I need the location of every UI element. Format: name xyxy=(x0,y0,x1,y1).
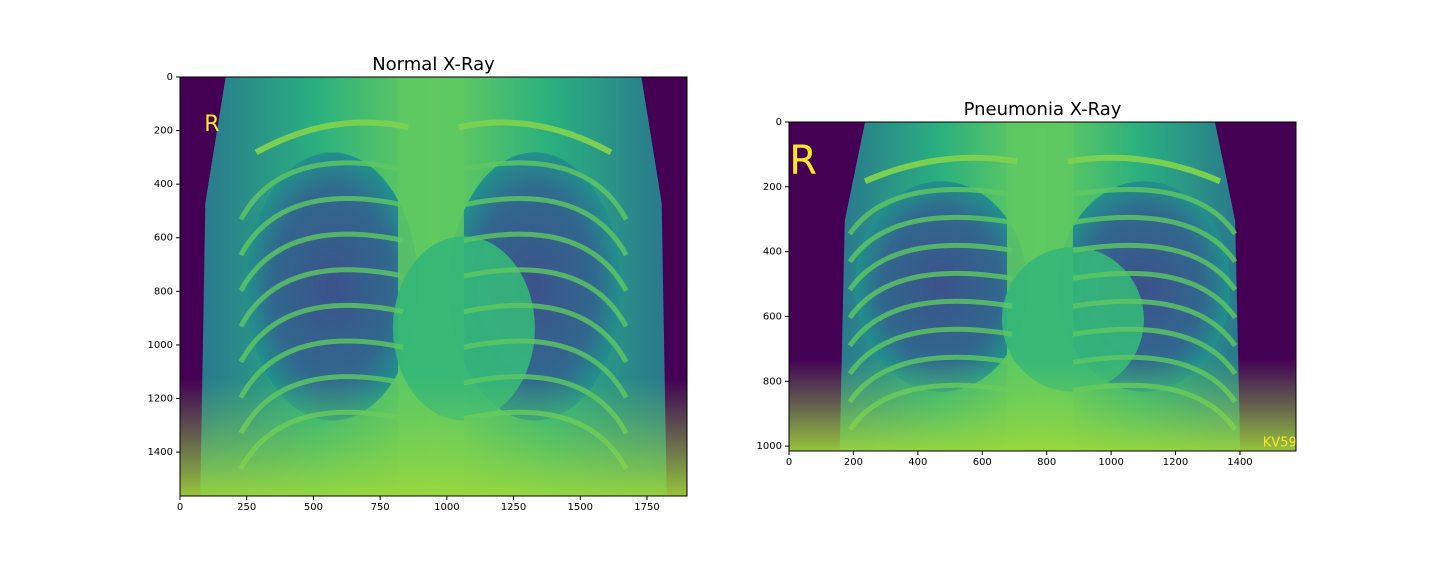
clavicle xyxy=(256,122,408,152)
clavicle xyxy=(1068,158,1220,182)
x-tick-label: 1200 xyxy=(1163,457,1188,468)
y-tick-label: 1000 xyxy=(757,441,782,452)
abdomen xyxy=(180,378,687,496)
y-tick-label: 800 xyxy=(763,376,782,387)
rib xyxy=(1073,217,1235,261)
y-tick-label: 200 xyxy=(763,182,782,193)
x-tick-label: 250 xyxy=(237,502,256,513)
y-tick-label: 1200 xyxy=(148,393,173,404)
y-tick-label: 600 xyxy=(154,233,173,244)
x-tick-label: 600 xyxy=(973,457,992,468)
x-tick-label: 1000 xyxy=(434,502,459,513)
clavicle xyxy=(459,122,611,152)
rib xyxy=(464,270,626,327)
y-tick-label: 200 xyxy=(154,126,173,137)
y-tick-label: 400 xyxy=(763,247,782,258)
y-tick-label: 600 xyxy=(763,311,782,322)
abdomen xyxy=(789,358,1296,451)
rib xyxy=(1073,301,1235,345)
xray-content xyxy=(789,122,1296,451)
axes-frame xyxy=(788,121,1297,452)
rib xyxy=(1073,273,1235,317)
y-tick-label: 1000 xyxy=(148,340,173,351)
clavicle xyxy=(865,158,1017,182)
image-annotation: R xyxy=(789,138,817,184)
rib xyxy=(241,163,403,220)
rib xyxy=(850,189,1012,233)
rib xyxy=(241,199,403,256)
y-tick-label: 1400 xyxy=(148,447,173,458)
x-tick-label: 1000 xyxy=(1098,457,1123,468)
rib xyxy=(850,245,1012,289)
xray-content xyxy=(180,77,687,496)
chart-title: Normal X-Ray xyxy=(372,54,495,75)
heart xyxy=(392,236,535,421)
xray-image: R xyxy=(180,77,687,496)
chart-title: Pneumonia X-Ray xyxy=(964,99,1122,120)
x-tick-label: 500 xyxy=(304,502,323,513)
rib xyxy=(464,163,626,220)
rib xyxy=(464,199,626,256)
xray-image: R KV59 xyxy=(789,122,1297,451)
y-tick-label: 800 xyxy=(154,286,173,297)
rib xyxy=(850,273,1012,317)
x-tick-label: 0 xyxy=(177,502,183,513)
axes-frame xyxy=(179,76,688,497)
rib xyxy=(464,234,626,291)
rib xyxy=(1073,245,1235,289)
x-tick-label: 800 xyxy=(1037,457,1056,468)
x-tick-label: 1750 xyxy=(634,502,659,513)
x-tick-label: 1250 xyxy=(501,502,526,513)
image-annotation: R xyxy=(204,112,219,137)
x-tick-label: 400 xyxy=(908,457,927,468)
rib xyxy=(241,270,403,327)
x-tick-label: 1500 xyxy=(568,502,593,513)
x-tick-label: 200 xyxy=(844,457,863,468)
rib xyxy=(241,305,403,362)
rib xyxy=(241,234,403,291)
image-annotation: KV59 xyxy=(1263,435,1297,450)
rib xyxy=(464,305,626,362)
x-tick-label: 0 xyxy=(786,457,792,468)
rib xyxy=(850,217,1012,261)
rib xyxy=(1073,189,1235,233)
x-tick-label: 1400 xyxy=(1227,457,1252,468)
y-tick-label: 0 xyxy=(167,72,173,83)
y-tick-label: 0 xyxy=(776,117,782,128)
y-tick-label: 400 xyxy=(154,179,173,190)
rib xyxy=(850,301,1012,345)
x-tick-label: 750 xyxy=(371,502,390,513)
